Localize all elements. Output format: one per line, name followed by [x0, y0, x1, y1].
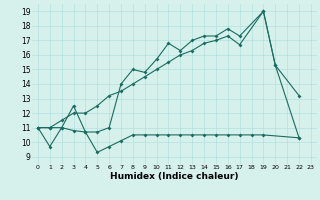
X-axis label: Humidex (Indice chaleur): Humidex (Indice chaleur)	[110, 172, 239, 181]
